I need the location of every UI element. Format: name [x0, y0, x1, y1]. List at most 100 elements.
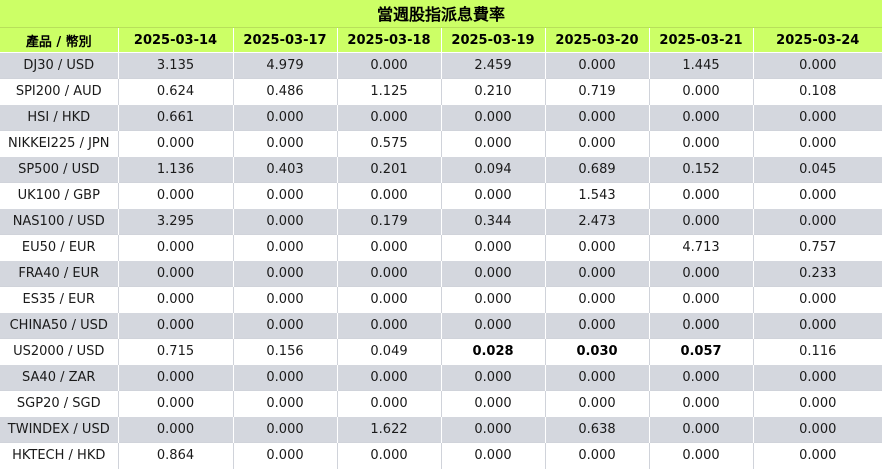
rate-cell: 1.622: [337, 416, 442, 443]
rate-cell: 0.000: [337, 390, 442, 417]
rate-cell: 0.000: [337, 260, 442, 287]
rate-cell: 0.000: [118, 286, 234, 313]
rate-cell: 0.000: [545, 286, 650, 313]
rate-cell: 0.000: [649, 416, 754, 443]
product-cell: ES35 / EUR: [0, 286, 119, 313]
rate-cell: 0.210: [441, 78, 546, 105]
rate-cell: 0.000: [441, 130, 546, 157]
rate-cell: 0.000: [233, 208, 338, 235]
product-cell: SP500 / USD: [0, 156, 119, 183]
rate-cell: 0.661: [118, 104, 234, 131]
rate-cell: 0.000: [337, 442, 442, 469]
rate-cell: 0.000: [545, 234, 650, 261]
rate-cell: 0.000: [753, 390, 882, 417]
rate-cell: 0.575: [337, 130, 442, 157]
rate-cell: 0.000: [337, 312, 442, 339]
rate-cell: 0.344: [441, 208, 546, 235]
rate-cell: 0.000: [337, 104, 442, 131]
rate-cell: 4.979: [233, 52, 338, 79]
product-cell: US2000 / USD: [0, 338, 119, 365]
product-cell: HSI / HKD: [0, 104, 119, 131]
rate-cell: 0.000: [545, 260, 650, 287]
rate-cell: 0.000: [649, 130, 754, 157]
rate-cell: 0.000: [545, 390, 650, 417]
rate-cell: 1.445: [649, 52, 754, 79]
header-date: 2025-03-18: [337, 28, 442, 53]
rate-cell: 4.713: [649, 234, 754, 261]
table-header: 產品 / 幣別 2025-03-14 2025-03-17 2025-03-18…: [0, 28, 882, 53]
rate-cell: 0.000: [118, 312, 234, 339]
rate-cell: 0.000: [545, 130, 650, 157]
rate-cell: 1.125: [337, 78, 442, 105]
rate-cell: 0.000: [649, 260, 754, 287]
product-cell: NIKKEI225 / JPN: [0, 130, 119, 157]
rate-cell: 0.000: [233, 182, 338, 209]
rate-cell: 0.000: [441, 104, 546, 131]
header-date: 2025-03-20: [545, 28, 650, 53]
rate-cell: 0.000: [441, 182, 546, 209]
product-cell: CHINA50 / USD: [0, 312, 119, 339]
rate-cell: 0.233: [753, 260, 882, 287]
rate-cell: 0.000: [649, 286, 754, 313]
rate-cell: 0.000: [753, 130, 882, 157]
header-date: 2025-03-17: [233, 28, 338, 53]
product-cell: UK100 / GBP: [0, 182, 119, 209]
rate-cell: 0.000: [753, 52, 882, 79]
rate-cell: 0.000: [118, 130, 234, 157]
rate-cell: 2.459: [441, 52, 546, 79]
product-cell: FRA40 / EUR: [0, 260, 119, 287]
rate-cell: 0.000: [753, 104, 882, 131]
table-row: ES35 / EUR 0.000 0.000 0.000 0.000 0.000 0.000…: [0, 286, 882, 313]
rate-cell: 0.000: [233, 442, 338, 469]
rate-cell: 0.000: [118, 364, 234, 391]
product-cell: TWINDEX / USD: [0, 416, 119, 443]
table-row: TWINDEX / USD 0.000 0.000 1.622 0.000 0.638 0.…: [0, 416, 882, 443]
rate-cell: 0.000: [649, 182, 754, 209]
rate-cell: 0.000: [753, 312, 882, 339]
table-row: NAS100 / USD 3.295 0.000 0.179 0.344 2.473 0.0…: [0, 208, 882, 235]
rate-cell: 0.000: [233, 390, 338, 417]
table-row: HKTECH / HKD 0.864 0.000 0.000 0.000 0.000 0.0…: [0, 442, 882, 469]
rate-cell: 0.000: [753, 416, 882, 443]
rate-cell: 0.000: [118, 234, 234, 261]
rate-cell: 0.000: [118, 390, 234, 417]
rate-cell: 0.000: [233, 416, 338, 443]
rate-cell: 1.136: [118, 156, 234, 183]
rate-cell: 0.000: [337, 286, 442, 313]
table-row: CHINA50 / USD 0.000 0.000 0.000 0.000 0.000 0.…: [0, 312, 882, 339]
header-row: 產品 / 幣別 2025-03-14 2025-03-17 2025-03-18…: [0, 28, 882, 53]
table-row: HSI / HKD 0.661 0.000 0.000 0.000 0.000 0.000 0…: [0, 104, 882, 131]
rate-cell: 0.000: [649, 442, 754, 469]
rate-cell: 0.000: [441, 286, 546, 313]
table-row: UK100 / GBP 0.000 0.000 0.000 0.000 1.543 0.00…: [0, 182, 882, 209]
rate-cell: 0.000: [649, 104, 754, 131]
header-date: 2025-03-14: [118, 28, 234, 53]
rate-cell: 0.000: [233, 286, 338, 313]
rate-cell: 0.000: [545, 312, 650, 339]
rate-cell: 0.000: [233, 364, 338, 391]
rate-cell: 0.152: [649, 156, 754, 183]
rate-cell: 3.295: [118, 208, 234, 235]
rate-cell: 0.045: [753, 156, 882, 183]
rate-cell: 0.000: [545, 104, 650, 131]
rate-cell: 0.000: [545, 364, 650, 391]
table-body: DJ30 / USD 3.135 4.979 0.000 2.459 0.000 1.445…: [0, 52, 882, 469]
rate-cell: 0.000: [753, 364, 882, 391]
rate-cell: 0.000: [233, 312, 338, 339]
rate-cell: 0.000: [118, 260, 234, 287]
rate-cell: 0.000: [118, 182, 234, 209]
rate-cell: 0.179: [337, 208, 442, 235]
header-date: 2025-03-21: [649, 28, 754, 53]
product-cell: SGP20 / SGD: [0, 390, 119, 417]
rate-cell: 0.028: [441, 338, 546, 365]
table-row: SP500 / USD 1.136 0.403 0.201 0.094 0.689 0.15…: [0, 156, 882, 183]
rate-cell: 0.057: [649, 338, 754, 365]
product-cell: SPI200 / AUD: [0, 78, 119, 105]
rate-cell: 0.000: [649, 390, 754, 417]
rate-cell: 0.000: [753, 208, 882, 235]
table-row: EU50 / EUR 0.000 0.000 0.000 0.000 0.000 4.713…: [0, 234, 882, 261]
table-row: SA40 / ZAR 0.000 0.000 0.000 0.000 0.000 0.000…: [0, 364, 882, 391]
rate-cell: 0.094: [441, 156, 546, 183]
rate-cell: 0.000: [441, 416, 546, 443]
rate-cell: 0.000: [233, 130, 338, 157]
